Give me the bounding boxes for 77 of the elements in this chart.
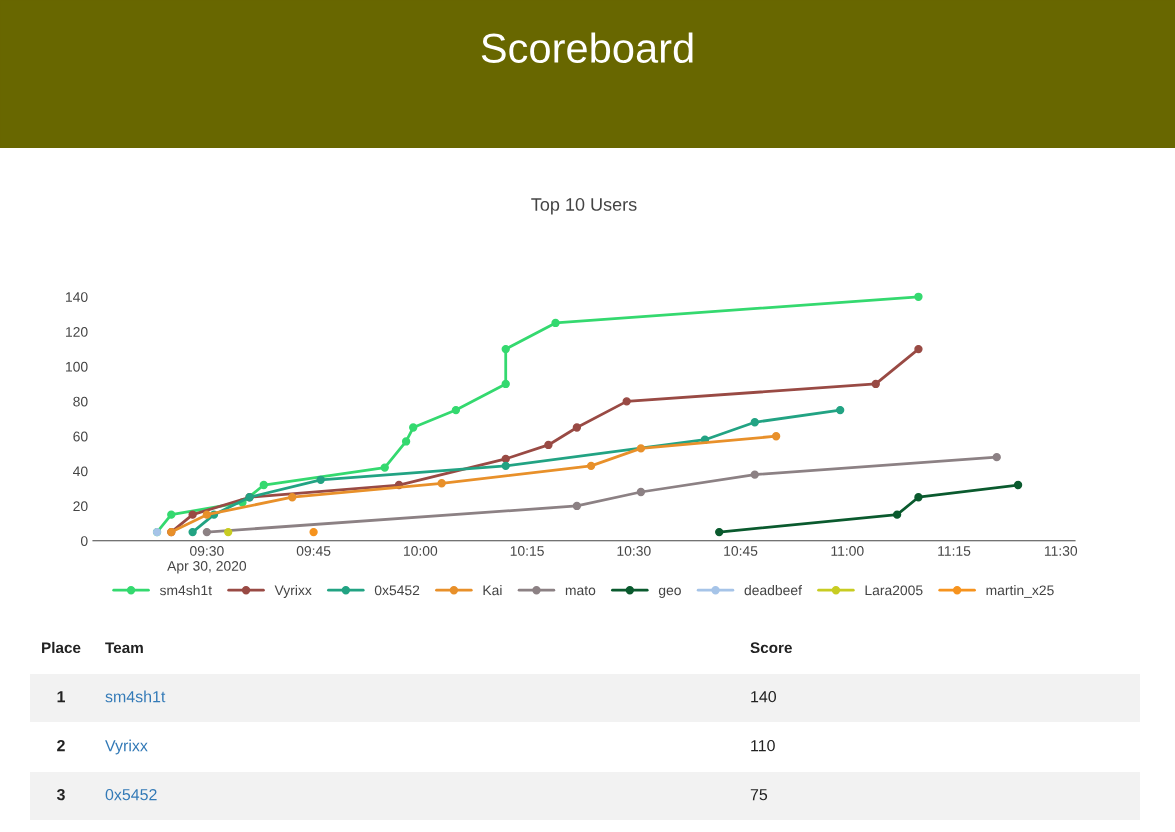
legend-label: Lara2005 <box>865 585 923 596</box>
point <box>544 440 553 450</box>
x-tick-label: 11:00 <box>831 546 864 556</box>
text: 0x5452 <box>105 788 157 801</box>
x-tick-label: 10:45 <box>724 546 758 556</box>
text: Vyrixx <box>105 739 148 755</box>
legend-label: Vyrixx <box>274 585 312 598</box>
legend-label: mato <box>565 586 596 596</box>
point <box>380 463 389 472</box>
point <box>572 501 582 511</box>
legend-label: geo <box>658 587 681 598</box>
x-tick-label: 09:30 Apr 30, 2020 <box>167 546 247 574</box>
point <box>914 292 923 301</box>
point <box>836 405 845 415</box>
point <box>750 418 759 427</box>
text: 3 <box>56 788 65 801</box>
point <box>501 344 510 354</box>
y-tick-label: 40 <box>73 466 88 477</box>
point <box>316 475 325 484</box>
legend-label: deadbeef <box>744 585 802 596</box>
point <box>636 487 646 497</box>
point <box>586 461 596 471</box>
point <box>551 318 560 328</box>
text: 1 <box>57 691 65 703</box>
point <box>202 527 212 537</box>
point <box>715 527 724 537</box>
text: 140 <box>751 690 777 703</box>
y-tick-label: 100 <box>66 361 88 372</box>
y-tick-label: 0 <box>80 536 88 546</box>
point <box>202 510 212 519</box>
point <box>771 432 781 441</box>
y-tick-label: 20 <box>73 501 88 512</box>
x-tick-label: 10:30 <box>617 546 651 556</box>
x-tick-label: 10:00 <box>404 546 438 556</box>
point <box>409 423 418 432</box>
point <box>188 510 197 519</box>
y-tick-label: 60 <box>73 431 88 442</box>
legend-label: martin_x25 <box>986 585 1054 598</box>
point <box>622 397 631 406</box>
point <box>288 493 297 502</box>
x-tick-label: 09:45 <box>296 546 331 556</box>
point <box>750 470 759 479</box>
point <box>572 423 582 432</box>
x-tick-label: 11:30 <box>1044 546 1078 556</box>
text: 75 <box>750 789 768 801</box>
text: 110 <box>751 739 775 752</box>
point <box>914 344 923 354</box>
point <box>871 379 880 389</box>
point <box>992 452 1001 462</box>
y-tick-label: 120 <box>66 326 88 337</box>
x-tick-label: 10:15 <box>510 546 544 556</box>
legend-label: Kai <box>483 585 502 596</box>
text: Score <box>750 642 792 654</box>
legend-label: sm4sh1t <box>159 585 212 596</box>
legend-label: 0x5452 <box>374 585 420 596</box>
point <box>188 527 197 537</box>
y-tick-label: 80 <box>73 396 88 407</box>
point <box>1013 480 1023 490</box>
text: Scoreboard <box>481 32 693 63</box>
text: Place <box>42 641 81 654</box>
point <box>437 479 446 488</box>
point <box>501 454 510 464</box>
x-tick-label: 11:15 <box>938 546 971 556</box>
chart-title: Top 10 Users <box>531 198 637 215</box>
point <box>259 480 268 490</box>
point <box>636 444 646 453</box>
point <box>167 510 176 519</box>
point <box>914 493 923 502</box>
text: 2 <box>57 739 65 752</box>
point <box>501 379 510 389</box>
point <box>501 461 510 471</box>
point <box>451 405 461 415</box>
point <box>401 437 411 446</box>
text: Team <box>105 642 143 654</box>
point <box>892 510 902 519</box>
text: sm4sh1t <box>105 690 166 703</box>
y-tick-label: 140 <box>66 292 88 302</box>
